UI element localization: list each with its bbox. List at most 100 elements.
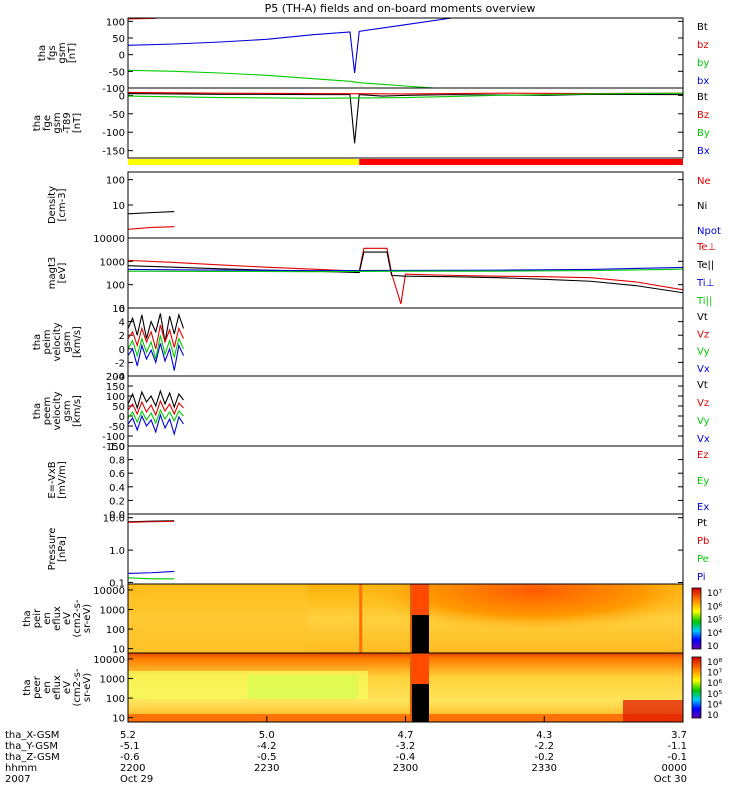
colorbar-label: 10⁴: [707, 629, 722, 639]
ylabel-line: sr-eV): [82, 604, 93, 633]
ylabel-fge_t89: tha fge gsm -T89 [nT]: [32, 112, 83, 134]
series-Pi: [128, 571, 174, 573]
panel-peir_spectrogram: 10000 1000 100 10 10⁷ 10⁶ 10⁵ 10⁴ 10⁳ tha peir en ef…: [22, 562, 722, 656]
ytick-label: 2: [119, 331, 125, 342]
ytick-label: 1.0: [109, 442, 125, 453]
panel-fgs_gsm: 100500-50-100tha fgs gsm [nT]Btbzbybx: [37, 17, 709, 95]
ylabel-line: [mV/m]: [57, 461, 68, 499]
xtick-label: -0.1: [667, 752, 687, 763]
colorbar: [692, 657, 701, 718]
panel-frame: [128, 172, 683, 238]
axis-row-label: 2007: [5, 774, 30, 785]
panel-state_bar: [128, 159, 683, 165]
xtick-label: -5.1: [120, 741, 140, 752]
ylabel-line: [nPa]: [57, 536, 68, 562]
xtick-label: 5.0: [259, 730, 275, 741]
ytick-label: 0.6: [109, 469, 125, 480]
legend-entry: Bx: [697, 146, 710, 157]
ytick-label: 0: [119, 91, 125, 102]
series-group: [128, 212, 174, 230]
heatmap-hot-corner: [623, 700, 683, 722]
legend-entry: By: [697, 128, 710, 139]
panel-frame: [128, 18, 683, 88]
ylabel-line: [km/s]: [72, 326, 83, 358]
ylabel-temperature: magt3 [eV]: [47, 257, 68, 290]
series-by: [128, 70, 452, 89]
ytick-label: 100: [106, 176, 125, 187]
legend-entry: Vz: [697, 398, 709, 409]
series-group: [128, 391, 184, 434]
xtick-label: -3.2: [396, 741, 416, 752]
legend-entry: Ti||: [696, 296, 712, 307]
axis-row-label: tha_Z-GSM: [5, 752, 60, 763]
legend-entry: Te⊥: [696, 242, 716, 253]
panel-pressure: 10.01.00.1Pressure [nPa]PtPbPePi: [47, 514, 709, 590]
ytick-label: 0.8: [109, 456, 125, 467]
ytick-label: 10.0: [103, 514, 125, 525]
xtick-label: -0.4: [396, 752, 416, 763]
panel-velocity_large: 200150100500-50-100-150tha peem velocity gs…: [32, 372, 710, 453]
heatmap-burst: [412, 584, 429, 615]
legend-entry: Vx: [697, 434, 710, 445]
ytick-label: 1000: [100, 605, 125, 616]
legend-entry: Ti⊥: [696, 278, 714, 289]
xtick-label: -1.1: [667, 741, 687, 752]
ytick-label: 6: [119, 304, 125, 315]
series-group: [128, 18, 452, 89]
heatmap-edge: [410, 653, 412, 722]
legend-density: Ne Ni Npot: [697, 176, 721, 237]
legend-entry: Pt: [697, 518, 707, 529]
ytick-label: 0.4: [109, 483, 125, 494]
series-Vt: [128, 313, 184, 342]
legend-entry: Vt: [697, 380, 708, 391]
xtick-label: 2330: [532, 763, 557, 774]
panel-frame: [128, 88, 683, 158]
ytick-label: -2: [115, 358, 125, 369]
legend-entry: Bt: [697, 92, 708, 103]
legend-entry: Vt: [697, 312, 708, 323]
panel-velocity_small: 6420-2-4tha peim velocity gsm [km/s]VtVzVyVx: [32, 304, 710, 383]
legend-entry: bz: [697, 40, 709, 51]
axis-row-label: tha_Y-GSM: [5, 741, 58, 752]
xtick-label: 2230: [254, 763, 279, 774]
legend-fge_t89: BtBzByBx: [697, 92, 710, 157]
panel-frame: [128, 308, 683, 376]
xtick-label: 0000: [662, 763, 687, 774]
legend-entry: Vy: [697, 416, 710, 427]
ylabel-line: [nT]: [67, 43, 78, 63]
legend-entry: Pe: [697, 554, 709, 565]
xtick-label: 4.7: [398, 730, 414, 741]
series-Ni: [128, 212, 174, 214]
colorbar-label: 10⁷: [707, 669, 722, 679]
ytick-label: 0.2: [109, 496, 125, 507]
ylabel-line: [nT]: [72, 113, 83, 133]
panel-frame: [128, 376, 683, 446]
xtick-label: 4.3: [536, 730, 552, 741]
legend-entry: Ey: [697, 476, 709, 487]
ytick-label: 10000: [93, 655, 125, 666]
ytick-label: 4: [119, 318, 125, 329]
legend-entry: Ne: [697, 176, 711, 187]
panel-frame: [128, 514, 683, 584]
ytick-label: 0: [119, 345, 125, 356]
panel-frame: [128, 238, 683, 308]
state-segment-1: [359, 159, 683, 165]
xtick-label: Oct 30: [654, 774, 687, 785]
panel-temperature: 10000100010010magt3 [eV]Te⊥Te||Ti⊥Ti||: [47, 234, 716, 315]
axis-row-label: hhmm: [5, 763, 37, 774]
ylabel-fgs_gsm: tha fgs gsm [nT]: [37, 42, 78, 63]
ytick-label: 1000: [100, 674, 125, 685]
xtick-label: -2.2: [534, 741, 554, 752]
ytick-label: 1.0: [109, 546, 125, 557]
panels: 100500-50-100tha fgs gsm [nT]Btbzbybx0-50-1…: [22, 17, 722, 724]
ytick-label: 10: [112, 714, 125, 725]
ytick-label: -50: [109, 110, 125, 121]
series-Vt: [128, 391, 184, 408]
axis-row-label: tha_X-GSM: [5, 730, 59, 741]
xtick-label: 3.7: [671, 730, 687, 741]
ylabel-line: [km/s]: [72, 395, 83, 427]
series-group: [128, 248, 683, 304]
colorbar-peer_spectrogram: 10⁸10⁷10⁶10⁵10⁴10⁳: [692, 657, 722, 721]
ylabel-velocity_large: tha peem velocity gsm [km/s]: [32, 391, 83, 430]
ytick-label: 0: [119, 51, 125, 62]
